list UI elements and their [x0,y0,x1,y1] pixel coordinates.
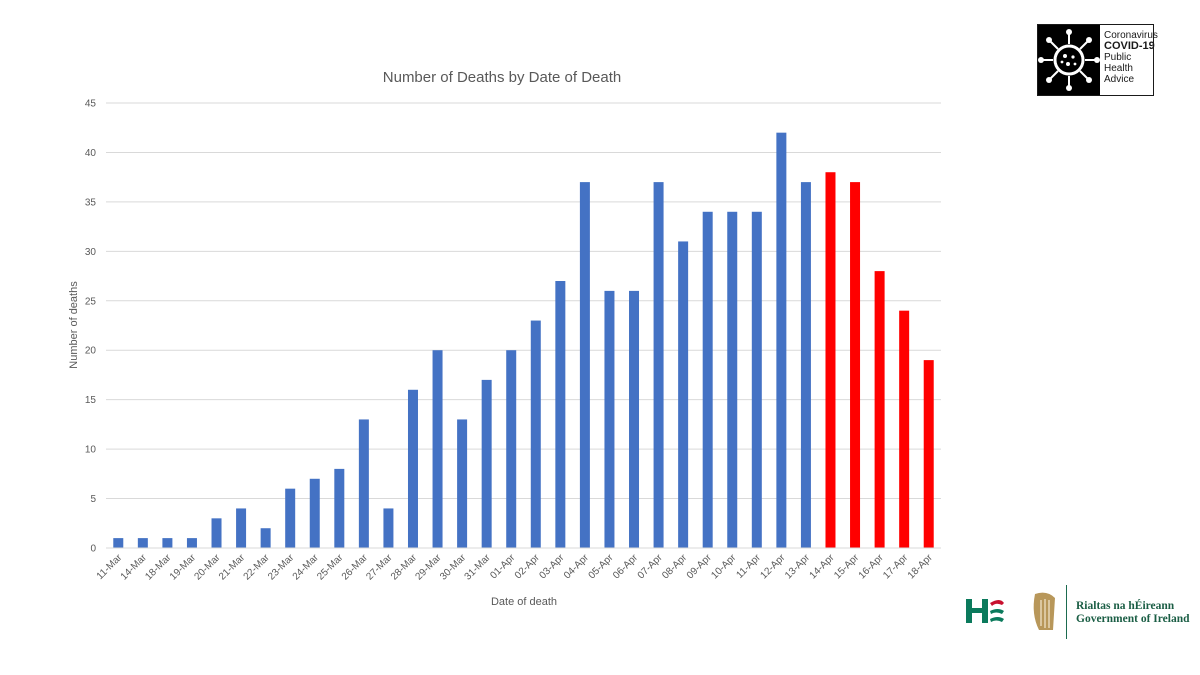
bar-14-Mar [137,538,148,548]
bar-29-Mar [432,350,443,548]
bar-27-Mar [383,508,394,548]
bar-16-Apr [874,271,885,548]
bar-19-Mar [186,538,197,548]
bar-26-Mar [358,419,369,548]
x-tick-label: 22-Mar [242,552,273,583]
harp-icon [1033,592,1055,630]
x-tick-label: 13-Apr [783,552,812,581]
x-tick-label: 06-Apr [611,552,640,581]
x-tick-label: 14-Mar [119,552,150,583]
x-axis-ticks: 11-Mar14-Mar18-Mar19-Mar20-Mar21-Mar22-M… [95,552,936,583]
y-tick-label: 45 [85,99,97,110]
x-tick-label: 05-Apr [587,552,616,581]
gov-line-2: Government of Ireland [1076,613,1190,625]
x-tick-label: 21-Mar [217,552,248,583]
badge-line-1: Coronavirus [1104,30,1158,41]
bar-09-Apr [702,211,713,548]
x-tick-label: 26-Mar [340,552,371,583]
bar-30-Mar [457,419,468,548]
x-tick-label: 19-Mar [168,552,199,583]
x-tick-label: 20-Mar [192,552,223,583]
gov-line-1: Rialtas na hÉireann [1076,600,1175,612]
y-tick-label: 35 [85,197,97,208]
x-tick-label: 12-Apr [758,552,787,581]
x-tick-label: 01-Apr [488,552,517,581]
bar-13-Apr [800,182,811,548]
bar-01-Apr [506,350,517,548]
badge-line-3: Public Health [1104,52,1133,74]
y-tick-label: 5 [90,494,96,505]
y-tick-label: 0 [90,544,96,555]
virus-icon [1038,25,1100,95]
bar-07-Apr [653,182,664,548]
bar-23-Mar [285,488,296,548]
x-tick-label: 31-Mar [463,552,494,583]
x-tick-label: 04-Apr [562,552,591,581]
covid-advice-badge: Coronavirus COVID-19 Public Health Advic… [1037,24,1158,96]
gridlines [106,102,941,500]
x-tick-label: 11-Apr [734,552,763,581]
bar-21-Mar [236,508,247,548]
bar-02-Apr [530,320,541,548]
y-tick-label: 25 [85,296,97,307]
badge-line-2: COVID-19 [1104,40,1155,52]
bar-14-Apr [825,172,836,548]
y-tick-label: 15 [85,395,97,406]
x-tick-label: 17-Apr [881,552,910,581]
badge-text: Coronavirus COVID-19 Public Health Advic… [1100,25,1158,95]
y-axis-ticks: 0 5 10 15 20 25 30 35 40 45 [85,99,97,555]
y-tick-label: 30 [85,247,97,258]
x-tick-label: 23-Mar [266,552,297,583]
x-tick-label: 25-Mar [315,552,346,583]
x-tick-label: 18-Mar [143,552,174,583]
x-tick-label: 30-Mar [438,552,469,583]
bar-22-Mar [260,528,271,548]
x-tick-label: 09-Apr [685,552,714,581]
chart-title: Number of Deaths by Date of Death [383,69,621,86]
x-tick-label: 29-Mar [413,552,444,583]
bar-12-Apr [776,132,787,548]
x-tick-label: 18-Apr [906,552,935,581]
bar-18-Mar [162,538,173,548]
x-tick-label: 28-Mar [389,552,420,583]
y-tick-label: 40 [85,148,97,159]
bar-15-Apr [850,182,861,548]
bar-18-Apr [923,360,934,548]
bars [113,132,934,548]
bar-25-Mar [334,468,345,548]
bar-03-Apr [555,281,566,548]
bar-04-Apr [579,182,590,548]
hse-logo-icon [966,599,1004,623]
x-tick-label: 02-Apr [513,552,542,581]
y-tick-label: 20 [85,346,97,357]
gov-ireland-logo: Rialtas na hÉireann Government of Irelan… [1076,600,1190,626]
x-tick-label: 10-Apr [709,552,738,581]
gov-divider [1066,585,1067,639]
y-tick-label: 10 [85,445,97,456]
bar-17-Apr [899,310,910,548]
bar-24-Mar [309,478,320,548]
x-tick-label: 27-Mar [364,552,395,583]
bar-11-Mar [113,538,124,548]
x-tick-label: 24-Mar [291,552,322,583]
y-axis-title: Number of deaths [68,281,80,369]
x-axis-title: Date of death [491,596,557,608]
bar-20-Mar [211,518,222,548]
x-tick-label: 03-Apr [537,552,566,581]
bar-11-Apr [751,211,762,548]
x-tick-label: 16-Apr [857,552,886,581]
x-tick-label: 15-Apr [832,552,861,581]
x-tick-label: 07-Apr [636,552,665,581]
bar-28-Mar [407,389,418,548]
bar-08-Apr [678,241,689,548]
bar-06-Apr [629,290,640,548]
badge-line-4: Advice [1104,74,1135,85]
bar-05-Apr [604,290,615,548]
x-tick-label: 08-Apr [660,552,689,581]
bar-10-Apr [727,211,738,548]
x-tick-label: 14-Apr [808,552,837,581]
bar-31-Mar [481,379,492,548]
